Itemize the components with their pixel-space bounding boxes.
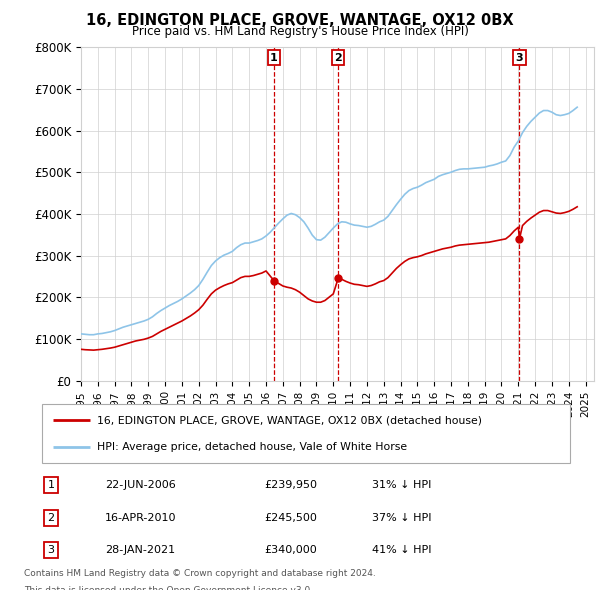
Text: 1: 1 — [270, 53, 278, 63]
Text: 22-JUN-2006: 22-JUN-2006 — [105, 480, 176, 490]
Text: 1: 1 — [47, 480, 55, 490]
Text: 2: 2 — [334, 53, 342, 63]
Text: £245,500: £245,500 — [264, 513, 317, 523]
Text: 28-JAN-2021: 28-JAN-2021 — [105, 545, 175, 555]
Text: 37% ↓ HPI: 37% ↓ HPI — [372, 513, 431, 523]
Text: This data is licensed under the Open Government Licence v3.0.: This data is licensed under the Open Gov… — [24, 586, 313, 590]
Text: HPI: Average price, detached house, Vale of White Horse: HPI: Average price, detached house, Vale… — [97, 442, 407, 452]
Text: Contains HM Land Registry data © Crown copyright and database right 2024.: Contains HM Land Registry data © Crown c… — [24, 569, 376, 578]
Text: 16, EDINGTON PLACE, GROVE, WANTAGE, OX12 0BX: 16, EDINGTON PLACE, GROVE, WANTAGE, OX12… — [86, 13, 514, 28]
Text: 2: 2 — [47, 513, 55, 523]
Text: Price paid vs. HM Land Registry's House Price Index (HPI): Price paid vs. HM Land Registry's House … — [131, 25, 469, 38]
Text: 16-APR-2010: 16-APR-2010 — [105, 513, 176, 523]
Text: 41% ↓ HPI: 41% ↓ HPI — [372, 545, 431, 555]
Text: 16, EDINGTON PLACE, GROVE, WANTAGE, OX12 0BX (detached house): 16, EDINGTON PLACE, GROVE, WANTAGE, OX12… — [97, 415, 482, 425]
Text: £239,950: £239,950 — [264, 480, 317, 490]
Text: 31% ↓ HPI: 31% ↓ HPI — [372, 480, 431, 490]
Text: £340,000: £340,000 — [264, 545, 317, 555]
Text: 3: 3 — [47, 545, 55, 555]
Text: 3: 3 — [515, 53, 523, 63]
